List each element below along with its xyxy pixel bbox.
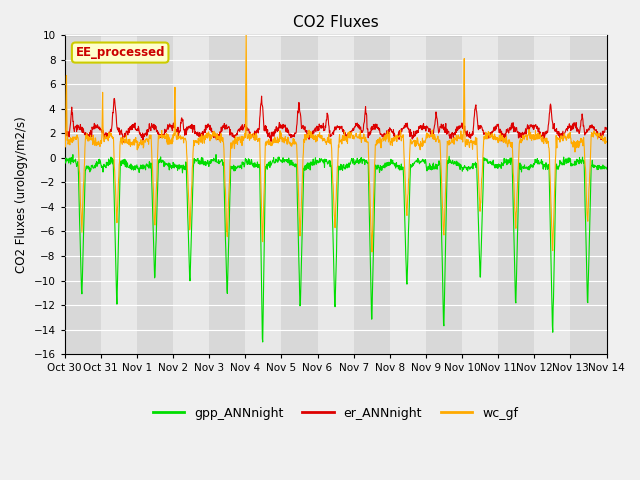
Bar (354, 36, 390, 354)
Line: wc_gf: wc_gf (65, 27, 607, 252)
er_ANNnight (119, 140, 127, 145)
Line: er_ANNnight: er_ANNnight (65, 96, 607, 143)
er_ANNnight (539, 133, 547, 139)
er_ANNnight (168, 128, 176, 133)
Bar (137, 36, 173, 354)
er_ANNnight (420, 124, 428, 130)
er_ANNnight (258, 93, 266, 99)
gpp_ANNnight (181, 167, 189, 173)
Bar (282, 36, 317, 354)
wc_gf (61, 136, 68, 142)
Legend: gpp_ANNnight, er_ANNnight, wc_gf: gpp_ANNnight, er_ANNnight, wc_gf (148, 402, 523, 425)
wc_gf (242, 79, 250, 85)
wc_gf (603, 139, 611, 145)
Bar (65, 36, 100, 354)
Bar (570, 36, 607, 354)
wc_gf (243, 24, 250, 30)
gpp_ANNnight (603, 166, 611, 172)
Bar (498, 36, 534, 354)
Line: gpp_ANNnight: gpp_ANNnight (65, 155, 607, 342)
wc_gf (539, 135, 547, 141)
gpp_ANNnight (212, 152, 220, 157)
Text: EE_processed: EE_processed (76, 46, 165, 59)
er_ANNnight (603, 126, 611, 132)
Bar (209, 36, 245, 354)
gpp_ANNnight (539, 166, 547, 171)
er_ANNnight (182, 130, 189, 135)
er_ANNnight (61, 125, 68, 131)
wc_gf (492, 137, 499, 143)
wc_gf (420, 138, 428, 144)
Y-axis label: CO2 Fluxes (urology/m2/s): CO2 Fluxes (urology/m2/s) (15, 116, 28, 273)
gpp_ANNnight (492, 162, 499, 168)
wc_gf (368, 249, 376, 255)
er_ANNnight (492, 127, 499, 133)
gpp_ANNnight (259, 339, 266, 345)
gpp_ANNnight (420, 157, 428, 163)
gpp_ANNnight (168, 163, 176, 168)
Title: CO2 Fluxes: CO2 Fluxes (292, 15, 378, 30)
wc_gf (181, 135, 189, 141)
gpp_ANNnight (243, 156, 250, 162)
Bar (426, 36, 462, 354)
gpp_ANNnight (61, 160, 68, 166)
er_ANNnight (243, 123, 250, 129)
wc_gf (168, 141, 176, 147)
